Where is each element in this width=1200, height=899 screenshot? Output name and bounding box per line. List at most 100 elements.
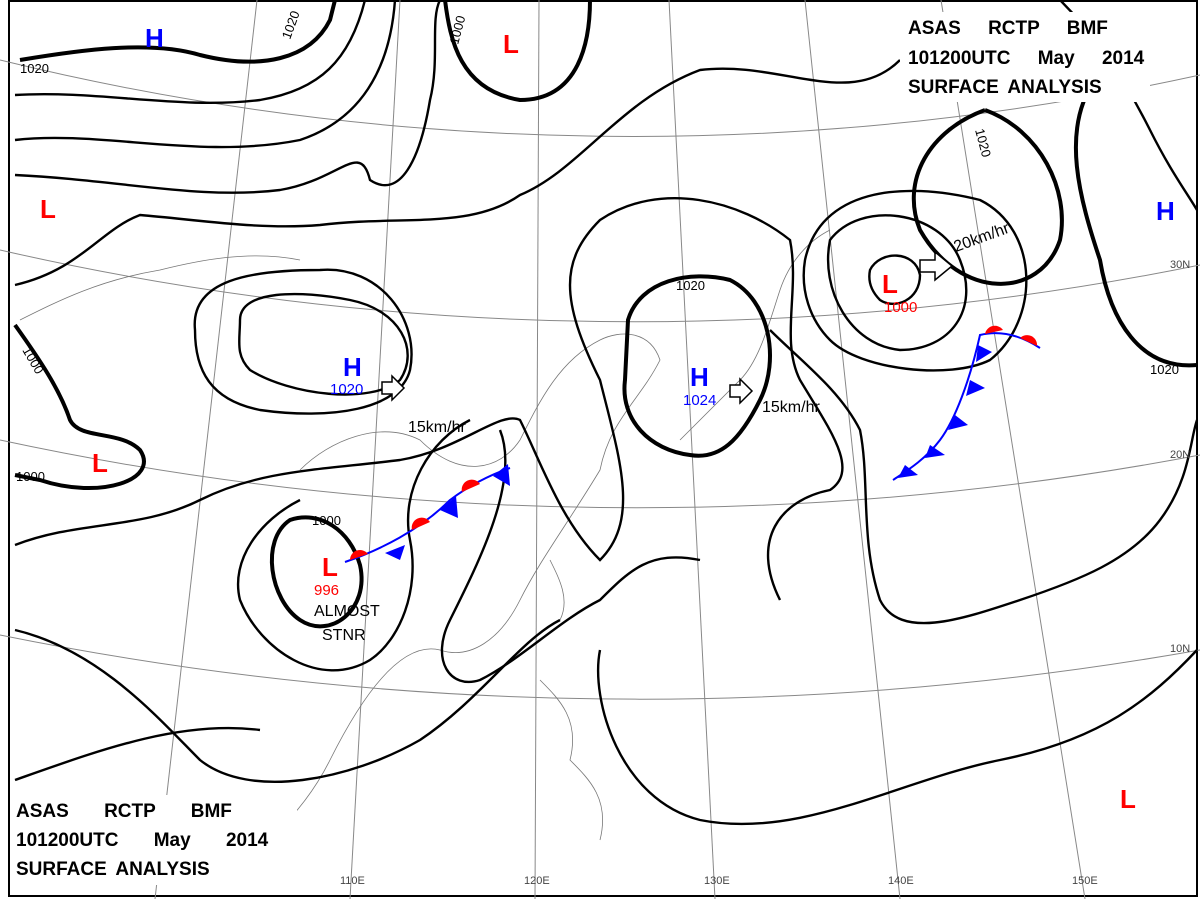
- high-center: H: [343, 352, 362, 382]
- low-center: L: [92, 448, 108, 478]
- high-center: H: [145, 23, 164, 53]
- coastline: [209, 333, 661, 881]
- parallel: [0, 634, 1200, 700]
- map-frame: [8, 0, 1198, 897]
- isobar: [802, 189, 1028, 372]
- central-pressure: 1000: [884, 299, 917, 316]
- central-pressure: 996: [314, 582, 339, 599]
- cold-front-symbol: [440, 496, 458, 518]
- isobar: [13, 323, 146, 490]
- isobar: [14, 0, 397, 149]
- cold-front-symbol: [385, 545, 405, 560]
- isobar-label: 1000: [312, 513, 341, 528]
- high-center: H: [690, 362, 709, 392]
- cold-front-symbol: [976, 345, 992, 362]
- header-background: [900, 12, 1150, 102]
- cold-front-symbol: [966, 380, 985, 396]
- fronts: [344, 325, 1041, 563]
- header-line: ASAS RCTP BMF: [908, 18, 1108, 39]
- cold-front-symbol: [493, 464, 510, 486]
- meridian: [804, 0, 901, 899]
- isobar: [193, 268, 413, 415]
- motion-arrows: [381, 250, 954, 405]
- longitude-label: 130E: [704, 875, 730, 887]
- cold-front-symbol: [898, 465, 918, 478]
- coastline: [679, 229, 831, 441]
- warm-front-symbol: [1020, 335, 1038, 346]
- header-line: 101200UTC May 2014: [16, 830, 269, 851]
- isobar: [14, 726, 261, 782]
- longitude-label: 150E: [1072, 875, 1098, 887]
- latitude-label: 30N: [1170, 259, 1190, 271]
- cold-front-symbol: [925, 445, 945, 458]
- longitude-label: 140E: [888, 875, 914, 887]
- isobar: [14, 197, 844, 601]
- warm-front-symbol: [985, 325, 1003, 334]
- isobar: [14, 0, 442, 194]
- isobar: [440, 429, 701, 683]
- header-top: ASAS RCTP BMF 101200UTC May 2014 SURFACE…: [900, 12, 1150, 102]
- header-background: [12, 795, 297, 885]
- isobar: [911, 108, 1064, 286]
- isobar: [1073, 78, 1198, 368]
- header-line: SURFACE ANALYSIS: [16, 859, 210, 880]
- latitude-label: 10N: [1170, 643, 1190, 655]
- low-center: L: [1120, 784, 1136, 814]
- isobar-label: 1020: [1150, 362, 1179, 377]
- header-line: SURFACE ANALYSIS: [908, 77, 1102, 98]
- warm-front-symbol: [461, 479, 480, 492]
- parallel: [0, 439, 1200, 509]
- warm-front-symbol: [350, 550, 368, 560]
- isobar: [238, 292, 409, 396]
- isobar-label: 1020: [676, 278, 705, 293]
- low-center: L: [503, 29, 519, 59]
- parallel: [0, 249, 1200, 323]
- central-pressure: 1020: [330, 381, 363, 398]
- motion-speed: 15km/hr: [762, 399, 820, 416]
- isobar: [269, 515, 364, 629]
- isobar: [14, 59, 901, 287]
- isobar: [868, 254, 922, 305]
- longitude-label: 110E: [340, 875, 365, 887]
- latitude-label: 20N: [1170, 449, 1190, 461]
- low-center: L: [322, 552, 338, 582]
- stationary-note: ALMOST: [314, 603, 380, 620]
- motion-speed: 15km/hr: [408, 419, 466, 436]
- isobar: [14, 0, 367, 105]
- meridian: [940, 0, 1086, 899]
- isobar-label: 1000: [446, 14, 468, 46]
- meridian: [349, 0, 401, 899]
- isobar: [622, 274, 772, 458]
- motion-arrow: [381, 374, 406, 402]
- coastline: [539, 559, 604, 841]
- isobar: [236, 418, 471, 672]
- header-bottom: ASAS RCTP BMF 101200UTC May 2014 SURFACE…: [12, 795, 297, 885]
- motion-arrow: [729, 377, 754, 405]
- central-pressure: 1024: [683, 392, 716, 409]
- front-line: [892, 332, 1041, 481]
- meridian: [534, 0, 540, 899]
- isobar: [596, 649, 1198, 826]
- coastline: [19, 255, 301, 321]
- low-center: L: [882, 269, 898, 299]
- isobar: [443, 0, 592, 103]
- isobar: [769, 329, 1199, 625]
- warm-front-symbol: [411, 517, 430, 530]
- isobar-label: 1020: [972, 127, 994, 159]
- isobar: [19, 0, 337, 64]
- pressure-systems: H L L H 1020 L L 996 H 1024 L 1000 H L: [40, 23, 1175, 814]
- header-line: ASAS RCTP BMF: [16, 801, 232, 822]
- meridian: [668, 0, 716, 899]
- low-center: L: [40, 194, 56, 224]
- isobar: [14, 618, 561, 783]
- isobar-label: 1020: [20, 61, 49, 76]
- isobars: [13, 0, 1199, 826]
- front-line: [344, 467, 511, 563]
- isobar-label: 1000: [16, 469, 45, 484]
- motion-arrow: [919, 250, 954, 282]
- high-center: H: [1156, 196, 1175, 226]
- header-line: 101200UTC May 2014: [908, 48, 1145, 69]
- cold-front-symbol: [948, 415, 968, 430]
- stationary-note: STNR: [322, 627, 366, 644]
